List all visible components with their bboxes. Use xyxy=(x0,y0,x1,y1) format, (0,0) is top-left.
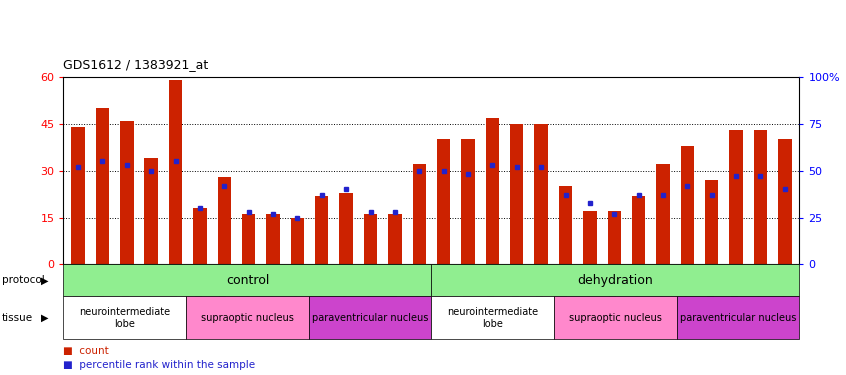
Bar xyxy=(120,121,134,264)
Text: paraventricular nucleus: paraventricular nucleus xyxy=(312,313,428,323)
Bar xyxy=(632,196,645,264)
Text: ■  count: ■ count xyxy=(63,345,109,355)
Bar xyxy=(583,211,596,264)
Bar xyxy=(388,214,402,264)
Bar xyxy=(266,214,280,264)
Bar xyxy=(242,214,255,264)
Text: control: control xyxy=(226,274,269,287)
Bar xyxy=(169,80,182,264)
Bar xyxy=(339,192,353,264)
Bar xyxy=(729,130,743,264)
Text: ▶: ▶ xyxy=(41,313,48,323)
Bar xyxy=(510,124,524,264)
Text: GDS1612 / 1383921_at: GDS1612 / 1383921_at xyxy=(63,58,209,71)
Bar xyxy=(145,158,158,264)
Text: ■  percentile rank within the sample: ■ percentile rank within the sample xyxy=(63,360,255,370)
Bar xyxy=(607,211,621,264)
Bar xyxy=(315,196,328,264)
Bar xyxy=(193,208,206,264)
Bar xyxy=(778,140,792,264)
Bar xyxy=(486,117,499,264)
Text: supraoptic nucleus: supraoptic nucleus xyxy=(201,313,294,323)
Text: protocol: protocol xyxy=(2,275,45,285)
Text: tissue: tissue xyxy=(2,313,33,323)
Bar xyxy=(754,130,767,264)
Text: supraoptic nucleus: supraoptic nucleus xyxy=(569,313,662,323)
Text: dehydration: dehydration xyxy=(578,274,653,287)
Bar xyxy=(705,180,718,264)
Text: ▶: ▶ xyxy=(41,275,48,285)
Bar xyxy=(217,177,231,264)
Bar xyxy=(461,140,475,264)
Text: neurointermediate
lobe: neurointermediate lobe xyxy=(80,307,170,328)
Bar xyxy=(535,124,548,264)
Bar xyxy=(559,186,572,264)
Bar xyxy=(437,140,450,264)
Bar xyxy=(291,217,304,264)
Bar xyxy=(71,127,85,264)
Text: paraventricular nucleus: paraventricular nucleus xyxy=(680,313,796,323)
Bar xyxy=(656,164,670,264)
Bar xyxy=(413,164,426,264)
Bar xyxy=(96,108,109,264)
Text: neurointermediate
lobe: neurointermediate lobe xyxy=(448,307,538,328)
Bar xyxy=(364,214,377,264)
Bar xyxy=(681,146,694,264)
